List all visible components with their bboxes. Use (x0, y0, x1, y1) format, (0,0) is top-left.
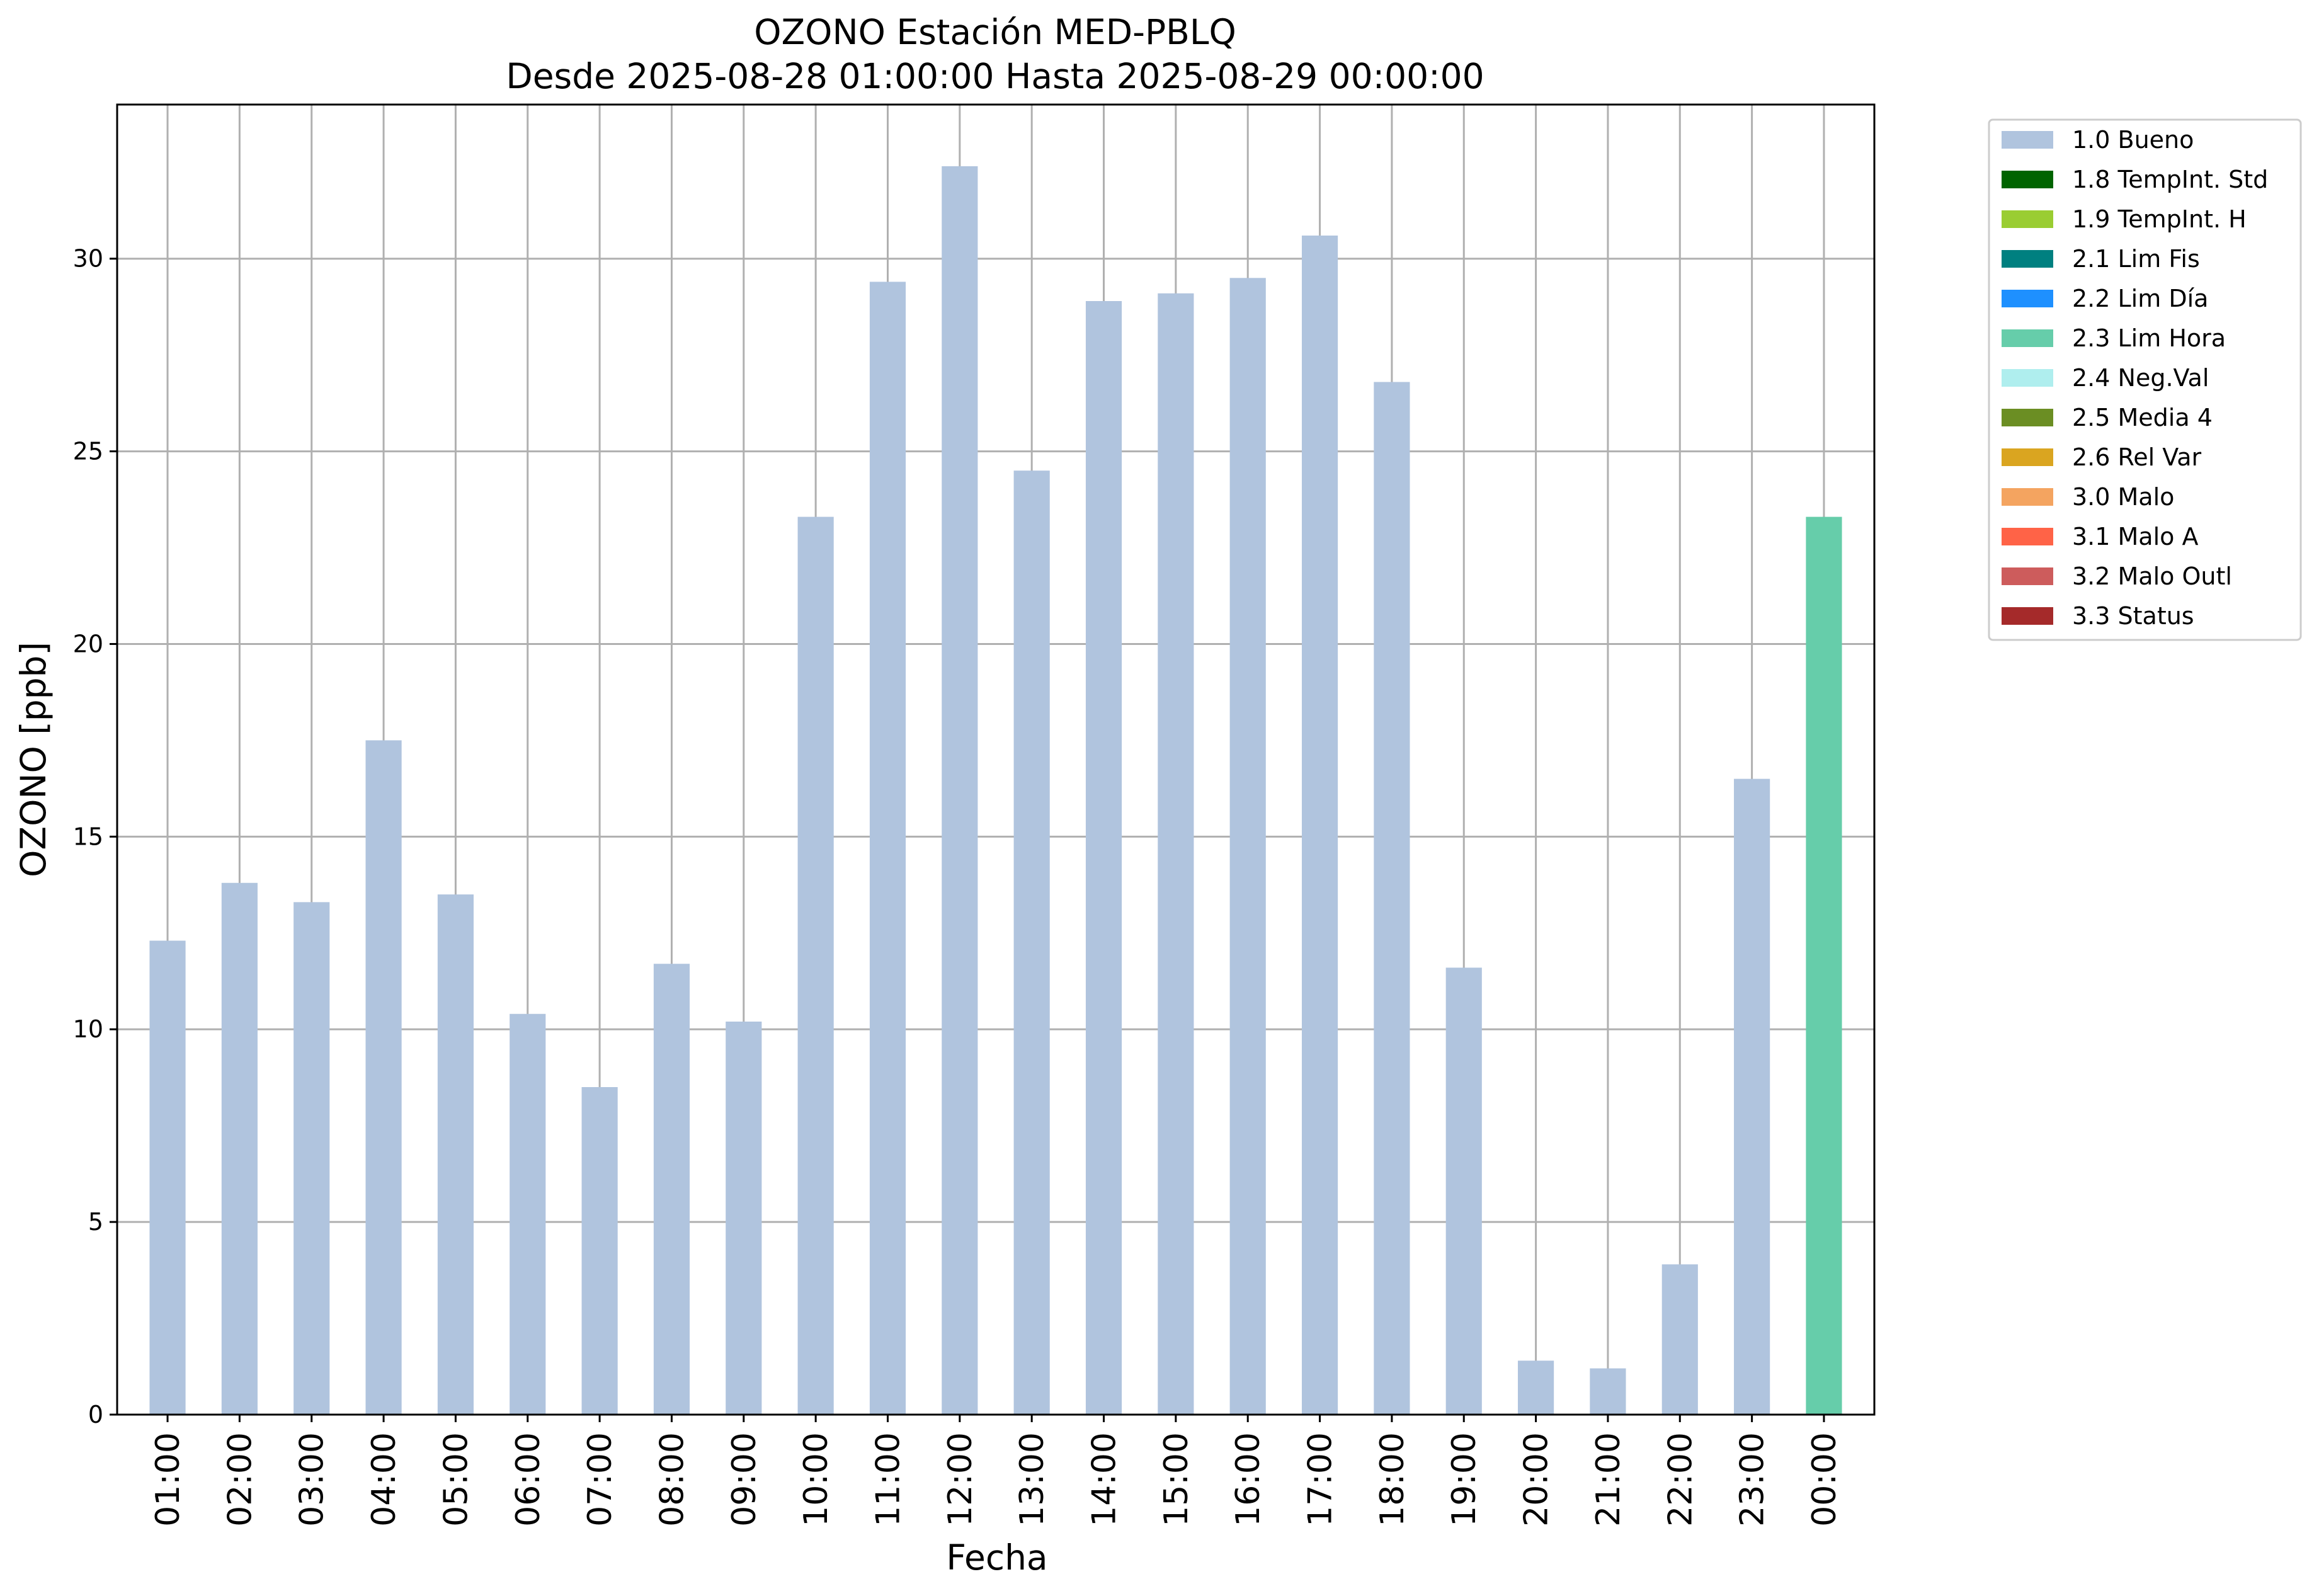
bar (1517, 1360, 1554, 1415)
legend-swatch (2002, 409, 2053, 426)
legend-swatch (2002, 448, 2053, 466)
legend-label: 2.6 Rel Var (2072, 443, 2202, 471)
bar (653, 964, 690, 1415)
legend-items: 1.0 Bueno 1.8 TempInt. Std 1.9 TempInt. H 2… (2002, 126, 2268, 630)
bar (1013, 470, 1050, 1415)
x-tick-label: 23:00 (1734, 1432, 1772, 1527)
x-axis-ticks: 01:00 02:00 03:00 04:00 05:00 06:00 07:00 08:00… (149, 1415, 1843, 1527)
x-tick-label: 16:00 (1229, 1432, 1267, 1527)
legend-swatch (2002, 369, 2053, 387)
legend-swatch (2002, 488, 2053, 506)
bar (365, 740, 402, 1415)
chart-title: OZONO Estación MED-PBLQ (754, 12, 1236, 52)
bar (942, 166, 978, 1415)
bar (1590, 1368, 1626, 1415)
legend-label: 2.2 Lim Día (2072, 285, 2208, 312)
legend: 1.0 Bueno 1.8 TempInt. Std 1.9 TempInt. H 2… (1988, 118, 2302, 641)
bar (1229, 278, 1266, 1415)
legend-swatch (2002, 329, 2053, 347)
x-tick-label: 22:00 (1661, 1432, 1699, 1527)
legend-label: 3.0 Malo (2072, 483, 2174, 511)
legend-swatch (2002, 210, 2053, 228)
bars (149, 166, 1842, 1415)
x-tick-label: 06:00 (510, 1432, 547, 1527)
x-tick-label: 18:00 (1374, 1432, 1411, 1527)
x-tick-label: 08:00 (653, 1432, 691, 1527)
x-tick-label: 05:00 (437, 1432, 475, 1527)
legend-label: 2.3 Lim Hora (2072, 324, 2226, 352)
bar (726, 1022, 762, 1415)
bar (221, 882, 258, 1415)
bar (1374, 382, 1410, 1415)
y-tick-label: 25 (73, 438, 103, 465)
legend-swatch (2002, 290, 2053, 307)
x-tick-label: 04:00 (365, 1432, 403, 1527)
x-tick-label: 20:00 (1518, 1432, 1556, 1527)
chart-subtitle: Desde 2025-08-28 01:00:00 Hasta 2025-08-… (506, 56, 1484, 96)
x-tick-label: 19:00 (1445, 1432, 1483, 1527)
y-tick-label: 30 (73, 245, 103, 273)
x-tick-label: 15:00 (1158, 1432, 1195, 1527)
legend-label: 2.5 Media 4 (2072, 404, 2213, 431)
x-tick-label: 10:00 (797, 1432, 835, 1527)
legend-label: 3.3 Status (2072, 602, 2194, 630)
bar (1445, 967, 1482, 1415)
bar (437, 894, 474, 1415)
bar (1301, 236, 1338, 1415)
legend-label: 1.0 Bueno (2072, 126, 2194, 154)
bar (1158, 293, 1194, 1415)
x-tick-label: 09:00 (726, 1432, 763, 1527)
y-axis-label: OZONO [ppb] (13, 642, 54, 877)
legend-swatch (2002, 528, 2053, 545)
y-tick-label: 10 (73, 1015, 103, 1043)
bar (149, 940, 186, 1415)
legend-label: 3.2 Malo Outl (2072, 562, 2232, 590)
legend-label: 2.4 Neg.Val (2072, 364, 2209, 392)
legend-label: 1.9 TempInt. H (2072, 205, 2247, 233)
bar (293, 902, 330, 1415)
legend-label: 3.1 Malo A (2072, 523, 2198, 550)
x-tick-label: 03:00 (293, 1432, 331, 1527)
bar (797, 516, 834, 1415)
bar (869, 282, 906, 1415)
y-tick-label: 15 (73, 823, 103, 850)
x-axis-label: Fecha (946, 1537, 1047, 1578)
bar (581, 1087, 618, 1415)
legend-swatch (2002, 131, 2053, 149)
bar (1661, 1264, 1698, 1415)
x-tick-label: 17:00 (1302, 1432, 1340, 1527)
legend-frame (1988, 118, 2302, 641)
x-tick-label: 11:00 (869, 1432, 907, 1527)
x-tick-label: 12:00 (942, 1432, 979, 1527)
bar (510, 1013, 546, 1415)
legend-swatch (2002, 171, 2053, 188)
y-tick-label: 0 (88, 1401, 103, 1428)
plot-frame (116, 103, 1876, 1416)
legend-label: 1.8 TempInt. Std (2072, 166, 2268, 193)
x-tick-label: 07:00 (581, 1432, 619, 1527)
x-tick-label: 01:00 (149, 1432, 187, 1527)
x-tick-label: 21:00 (1590, 1432, 1627, 1527)
y-tick-label: 20 (73, 630, 103, 658)
bar (1806, 516, 1842, 1415)
x-tick-label: 14:00 (1086, 1432, 1124, 1527)
legend-swatch (2002, 250, 2053, 268)
y-axis-ticks: 0 5 10 15 20 25 30 (73, 245, 117, 1428)
bar (1085, 301, 1122, 1415)
x-tick-label: 13:00 (1013, 1432, 1051, 1527)
legend-label: 2.1 Lim Fis (2072, 245, 2200, 273)
legend-swatch (2002, 607, 2053, 625)
y-tick-label: 5 (88, 1208, 103, 1236)
bar (1734, 778, 1770, 1415)
x-tick-label: 02:00 (221, 1432, 259, 1527)
x-tick-label: 00:00 (1806, 1432, 1843, 1527)
legend-swatch (2002, 567, 2053, 585)
